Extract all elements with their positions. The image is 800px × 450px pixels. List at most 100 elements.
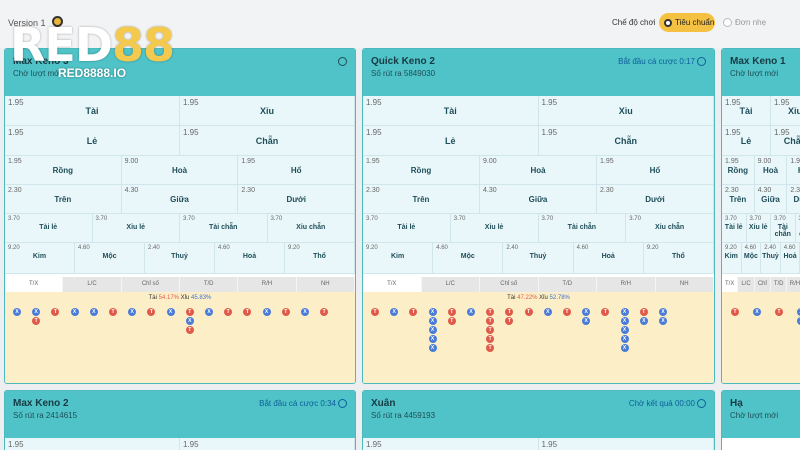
trend-tai-dot: T: [731, 308, 739, 316]
bet-option[interactable]: 2.30 Trên: [363, 185, 480, 214]
bet-option[interactable]: 3.70 Tài lẻ: [5, 214, 93, 243]
trend-tai-dot: T: [185, 308, 194, 316]
bet-option[interactable]: 4.60 Hoả: [215, 243, 285, 274]
bet-option[interactable]: 1.95: [363, 438, 539, 450]
trend-xiu-dot: X: [467, 308, 475, 316]
bet-option[interactable]: 9.00 Hoà: [480, 156, 597, 185]
trend-tai-dot: T: [505, 317, 514, 325]
bet-option[interactable]: 4.60 Mộc: [75, 243, 145, 274]
version-label: Version 1: [8, 18, 46, 28]
bet-option[interactable]: 3.70 Tài chẵn: [180, 214, 268, 243]
bet-label: Tài: [85, 106, 99, 116]
trend-tab[interactable]: Chỉ số: [122, 277, 180, 292]
bet-option[interactable]: 9.00 Hoà: [121, 156, 239, 185]
bet-option[interactable]: 9.20 Thổ: [643, 243, 714, 274]
trend-tab[interactable]: T/D: [539, 277, 597, 292]
bet-label: Xỉu chẵn: [655, 224, 685, 231]
trend-tab[interactable]: L/C: [63, 277, 122, 292]
odds-value: 4.60: [744, 245, 757, 251]
bet-option[interactable]: 9.00 Hoà: [754, 156, 788, 185]
bet-option[interactable]: 1.95 Tài: [363, 96, 539, 126]
bet-option[interactable]: 1.95 Rồng: [363, 156, 480, 185]
bet-option[interactable]: 3.70 Xỉu chẵn: [795, 214, 800, 243]
bet-option[interactable]: 4.30 Giữa: [121, 185, 239, 214]
game-title: Quick Keno 2: [371, 56, 435, 67]
trend-tab[interactable]: T/D: [180, 277, 239, 292]
bet-option[interactable]: 3.70 Xỉu lẻ: [92, 214, 180, 243]
bet-option[interactable]: 9.20 Thổ: [285, 243, 355, 274]
bet-option[interactable]: 4.60 Mộc: [741, 243, 762, 274]
bet-option[interactable]: 3.70 Tài lẻ: [722, 214, 747, 243]
mode-label: Chế độ chơi: [612, 18, 656, 27]
bet-label: Xỉu lẻ: [484, 224, 504, 231]
bet-option[interactable]: 3.70 Tài chẵn: [538, 214, 627, 243]
bet-option[interactable]: 4.60 Hoả: [573, 243, 644, 274]
bet-option[interactable]: 1.95 Rồng: [5, 156, 122, 185]
bet-option[interactable]: 9.20 Kim: [5, 243, 75, 274]
bet-option[interactable]: 3.70 Tài lẻ: [363, 214, 451, 243]
trend-tab[interactable]: L/C: [422, 277, 480, 292]
mode-standard-toggle[interactable]: Tiêu chuẩn: [659, 13, 715, 32]
bet-option[interactable]: 1.95 Lẻ: [5, 126, 180, 156]
bet-option[interactable]: 3.70 Xỉu chẵn: [626, 214, 714, 243]
mode-simple-toggle[interactable]: Đơn nhẹ: [723, 13, 783, 32]
trend-tab[interactable]: T/X: [722, 277, 739, 292]
bet-option[interactable]: 1.95 Lẻ: [722, 126, 771, 156]
bet-option[interactable]: 4.30 Giữa: [754, 185, 788, 214]
odds-value: 2.30: [8, 187, 22, 194]
bet-option[interactable]: 9.20 Kim: [363, 243, 434, 274]
bet-option[interactable]: 3.70 Xỉu lẻ: [450, 214, 539, 243]
bet-option[interactable]: 4.30 Giữa: [480, 185, 597, 214]
bet-option[interactable]: 1.95: [539, 438, 714, 450]
bet-option[interactable]: 3.70 Xỉu lẻ: [746, 214, 771, 243]
bet-option[interactable]: 4.60 Mộc: [433, 243, 504, 274]
bet-label: Lẻ: [86, 136, 98, 146]
trend-tab[interactable]: L/C: [738, 277, 755, 292]
bet-option[interactable]: 2.40 Thuỷ: [761, 243, 781, 274]
trend-tab[interactable]: R/H: [787, 277, 800, 292]
trend-xiu-dot: X: [128, 308, 137, 316]
eye-icon[interactable]: [52, 16, 63, 27]
bet-option[interactable]: 2.30 Trên: [5, 185, 122, 214]
odds-value: 4.60: [78, 245, 90, 251]
trend-tab[interactable]: R/H: [597, 277, 656, 292]
trend-tab[interactable]: T/X: [363, 277, 422, 292]
trend-tab[interactable]: Chỉ số: [755, 277, 771, 302]
bet-option[interactable]: 1.95 Tài: [5, 96, 180, 126]
trend-tab[interactable]: T/D: [771, 277, 788, 292]
bet-option[interactable]: 1.95: [5, 438, 180, 450]
bet-option[interactable]: 1.95 Tài: [722, 96, 771, 126]
trend-tab[interactable]: R/H: [238, 277, 297, 292]
trend-xiu-dot: X: [428, 308, 437, 316]
trend-column: X: [205, 308, 213, 317]
trend-tab[interactable]: NH: [656, 277, 714, 292]
trend-tab[interactable]: Chỉ số: [480, 277, 539, 292]
trend-tab[interactable]: NH: [297, 277, 355, 292]
odds-value: 1.95: [8, 128, 24, 137]
bet-option[interactable]: 3.70 Tài chẵn: [771, 214, 796, 243]
bet-option[interactable]: 9.20 Kim: [722, 243, 742, 274]
trend-tai-dot: T: [224, 308, 233, 316]
bet-option[interactable]: 4.60 Hoả: [780, 243, 800, 274]
bet-option[interactable]: 1.95: [180, 438, 355, 450]
bet-option[interactable]: 1.95 Rồng: [722, 156, 755, 185]
bet-option[interactable]: 2.40 Thuỷ: [145, 243, 215, 274]
trend-tab[interactable]: T/X: [5, 277, 64, 292]
bet-option[interactable]: 2.30 Trên: [722, 185, 755, 214]
odds-value: 2.40: [148, 245, 160, 251]
bet-option[interactable]: 1.95 Lẻ: [363, 126, 539, 156]
bet-option[interactable]: 3.70 Xỉu chẵn: [267, 214, 355, 243]
bet-option[interactable]: 2.40 Thuỷ: [503, 243, 574, 274]
